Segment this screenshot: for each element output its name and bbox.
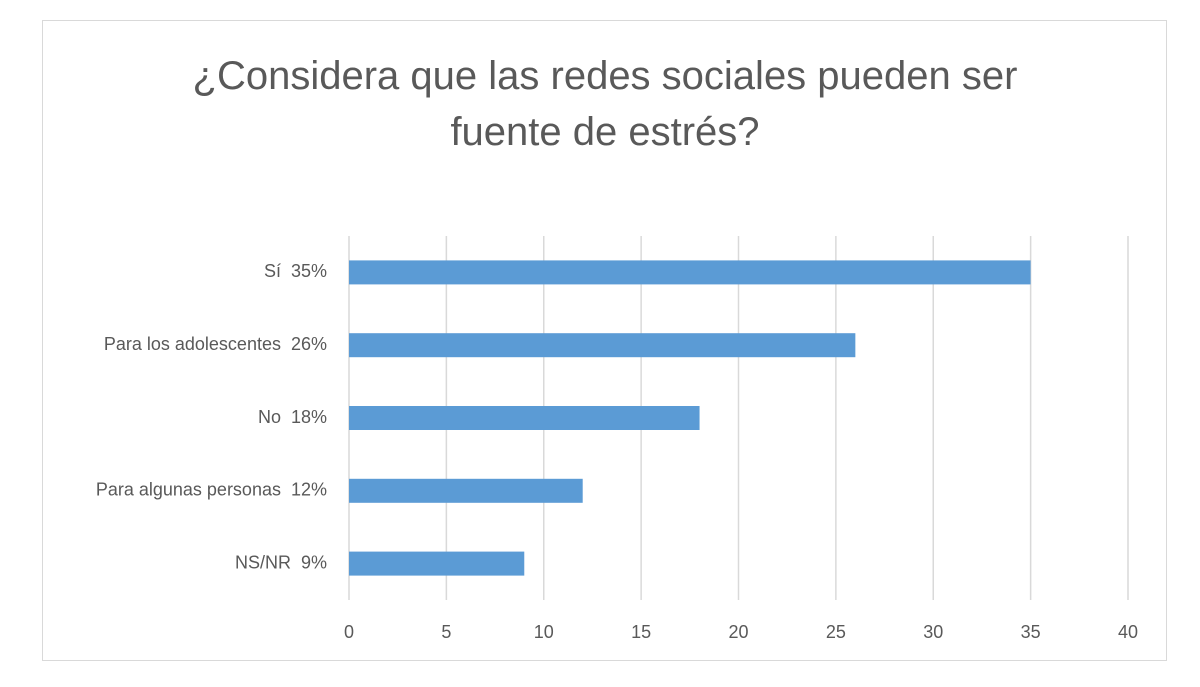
bar (349, 333, 856, 358)
y-tick-label: Para algunas personas 12% (96, 480, 327, 500)
x-tick-label: 30 (923, 622, 943, 642)
bar (349, 478, 583, 503)
y-tick-label: Sí 35% (264, 261, 327, 281)
x-tick-label: 35 (1021, 622, 1041, 642)
bar (349, 260, 1031, 285)
x-tick-label: 10 (534, 622, 554, 642)
y-tick-label: No 18% (258, 407, 327, 427)
y-tick-label: Para los adolescentes 26% (104, 334, 327, 354)
chart-title: ¿Considera que las redes sociales pueden… (192, 54, 1018, 154)
x-tick-label: 20 (728, 622, 748, 642)
x-tick-label: 40 (1118, 622, 1138, 642)
chart-frame (42, 20, 1167, 661)
x-tick-label: 15 (631, 622, 651, 642)
x-tick-label: 5 (441, 622, 451, 642)
x-tick-label: 25 (826, 622, 846, 642)
bar (349, 551, 525, 576)
x-tick-label: 0 (344, 622, 354, 642)
y-tick-label: NS/NR 9% (235, 552, 327, 572)
bar (349, 406, 700, 430)
